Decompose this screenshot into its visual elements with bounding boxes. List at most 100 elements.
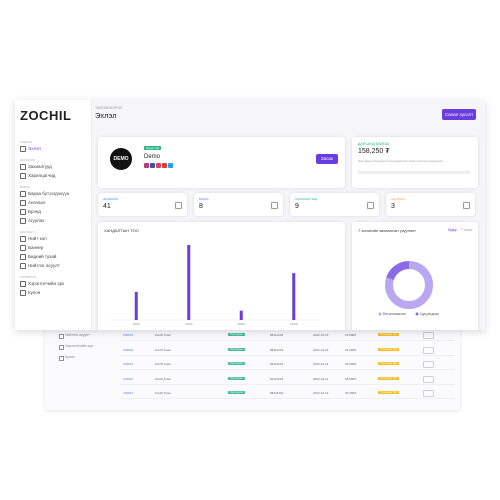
stat-icon (271, 202, 278, 209)
payment-badge: Хүлээгдэж буй (378, 347, 399, 351)
cell: 2022-10-14 (313, 376, 329, 381)
stat-label: ЗАХИАЛГА (103, 197, 119, 201)
cell: 2022-10-15 (313, 333, 329, 337)
tab[interactable]: 7 хоног (461, 228, 473, 232)
section-title: ТОХИРГОО (20, 275, 37, 279)
menu-item[interactable]: Эхлэл (28, 146, 41, 151)
chart-title: ХАНДАЛТЫН ТОО (104, 228, 139, 233)
menu-icon (20, 281, 26, 287)
dashboard: ZOCHIL ҮНДСЭН Эхлэл ЗАХИАЛГА Захиалгууд Хари… (15, 100, 485, 330)
donut-title: 7 хоногийн захиалгын үзүүлэлт (358, 228, 416, 233)
payment-badge: Хүлээгдэж буй (378, 362, 399, 365)
balance-card: ДАНСАНД БАЙГАА 158,250 ₮ Энэ сарын борлу… (352, 137, 478, 188)
row-divider (120, 369, 455, 370)
edit-button[interactable]: Засах (316, 154, 338, 164)
cell: 2022-10-14 (313, 362, 329, 366)
shop-card: DEMO Идэвхтэй Demo Засах (98, 137, 345, 188)
menu-item[interactable]: Хэрэглэгчийн эрх (28, 281, 65, 286)
menu-item[interactable]: Бараа бүтээгдэхүүн (28, 191, 70, 196)
row-button[interactable] (423, 375, 434, 383)
section-title: ЗАХИАЛГА (20, 158, 36, 162)
cell: 2022-10-13 (313, 391, 329, 395)
icon[interactable] (150, 163, 155, 168)
menu-item[interactable]: Нийтлэг асуулт (28, 263, 60, 268)
shop-logo: DEMO (110, 148, 132, 170)
legend-dot (378, 312, 382, 316)
menu-icon (59, 356, 64, 361)
page-title: Эхлэл (95, 111, 117, 120)
icon[interactable] (144, 163, 149, 168)
status-badge: Хүргэгдсэн (228, 347, 245, 351)
cell: Zochil Team (155, 347, 172, 352)
cell: 99112233 (270, 376, 284, 381)
stat-label: ХАРИЛЦАГЧИД (295, 197, 318, 201)
stat-value: 9 (295, 203, 299, 210)
x-tick-label: 10/20 (237, 322, 245, 326)
menu-icon (20, 263, 26, 269)
cell: 15,000₮ (345, 333, 357, 337)
donut-segment (385, 261, 433, 309)
balance-note: Энэ сарын борлуулалтын мэдээлэл борлуула… (358, 159, 443, 163)
tab[interactable]: Өдөр (448, 228, 457, 232)
sidebar: ZOCHIL ҮНДСЭН Эхлэл ЗАХИАЛГА Захиалгууд Хари… (15, 100, 92, 330)
stat-icon (463, 202, 470, 209)
menu-icon (20, 173, 26, 179)
row-button[interactable] (423, 332, 434, 339)
bar (292, 273, 296, 320)
icon[interactable] (168, 163, 173, 168)
icon[interactable] (162, 163, 167, 168)
x-tick-label: 10/11 (133, 322, 141, 326)
payment-badge: Хүлээгдэж буй (378, 333, 399, 336)
status-badge: Хүргэгдсэн (228, 376, 245, 380)
shop-name: Demo (144, 154, 161, 160)
menu-item[interactable]: Харилцагчид (28, 173, 56, 178)
cell: 88112233 (270, 333, 284, 337)
cell: Z00821 (123, 362, 134, 366)
cell: 18,500₮ (345, 376, 357, 381)
stat-value: 8 (199, 203, 203, 210)
row-divider (120, 354, 455, 356)
menu-item[interactable]: Агуулах (28, 218, 45, 223)
cell: 12,000₮ (345, 347, 357, 352)
menu-item[interactable]: Брэнд (28, 209, 41, 214)
row-button[interactable] (423, 390, 434, 397)
cell: Zochil Team (155, 376, 172, 381)
stat-value: 41 (103, 203, 111, 210)
legend-label: Цуцлагдсан (420, 312, 439, 316)
bar (187, 245, 191, 320)
menu-item[interactable]: Бидний тухай (28, 254, 57, 259)
status-badge: Хүргэгдсэн (228, 391, 245, 394)
menu-item[interactable]: Захиалгууд (28, 164, 52, 169)
row-divider (120, 340, 455, 341)
feedback-button[interactable]: Санал хүсэлт (442, 109, 476, 120)
menu-item[interactable]: Ангилал (28, 200, 46, 205)
stat-icon (175, 202, 182, 209)
cell: Zochil Team (155, 362, 172, 366)
menu-item[interactable]: Купон (28, 290, 41, 295)
stat-card: АНГИЛАЛ 3 (386, 193, 475, 216)
cell: Zochil Team (155, 391, 172, 395)
section-title: БАРАА (20, 185, 30, 189)
row-button[interactable] (423, 361, 434, 368)
progress (358, 171, 470, 174)
legend-dot (415, 312, 419, 316)
cell: 88112233 (270, 347, 284, 352)
icon[interactable] (156, 163, 161, 168)
row-button[interactable] (423, 346, 434, 354)
section-title: ҮНДСЭН (20, 140, 33, 144)
payment-badge: Хүлээгдэж буй (378, 391, 399, 394)
chart-card: ХАНДАЛТЫН ТОО (98, 222, 345, 330)
status-badge: Хүргэгдсэн (228, 333, 245, 336)
subtitle: ТАВТАЙ МОРИЛ (95, 106, 123, 110)
menu-icon (20, 236, 26, 242)
cell: 99112233 (270, 362, 284, 366)
stat-value: 3 (391, 203, 395, 210)
menu-item[interactable]: Баннер (28, 245, 44, 250)
menu-item[interactable]: Нийт кол (28, 236, 47, 241)
stat-label: АНГИЛАЛ (391, 197, 405, 201)
donut-card: 7 хоногийн захиалгын үзүүлэлт Өдөр 7 хон… (352, 222, 478, 330)
stat-icon (367, 202, 374, 209)
